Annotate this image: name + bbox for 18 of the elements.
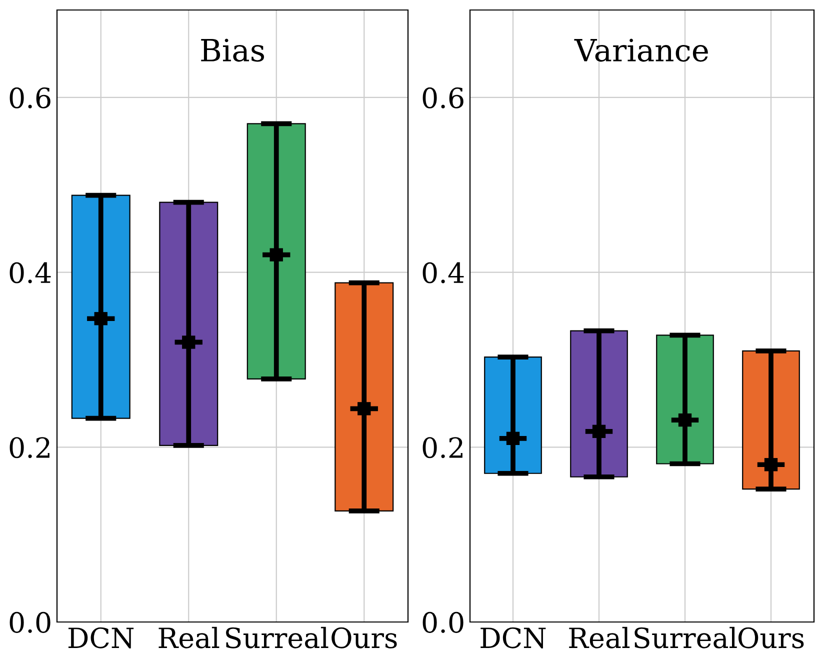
x-tick-label: Surreal	[226, 626, 328, 648]
x-tick-label: Ours	[332, 627, 397, 648]
x-tick-label: Ours	[738, 627, 804, 648]
y-tick-label: 0.0	[422, 612, 464, 633]
y-tick-label: 0.4	[10, 262, 51, 284]
x-tick-label: Real	[569, 626, 630, 648]
x-tick-label: Real	[158, 626, 220, 648]
y-tick-label: 0.4	[422, 262, 464, 284]
y-tick-label: 0.2	[422, 437, 462, 458]
y-tick-label: 0.6	[422, 87, 464, 108]
y-tick-label: 0.2	[10, 437, 50, 458]
y-tick-label: 0.0	[10, 612, 50, 633]
x-tick-label: DCN	[480, 627, 546, 648]
text: Variance	[574, 38, 708, 62]
text: Bias	[201, 38, 264, 62]
x-tick-label: Surreal	[634, 626, 737, 648]
x-tick-label: DCN	[68, 627, 134, 648]
y-tick-label: 0.6	[10, 87, 50, 108]
